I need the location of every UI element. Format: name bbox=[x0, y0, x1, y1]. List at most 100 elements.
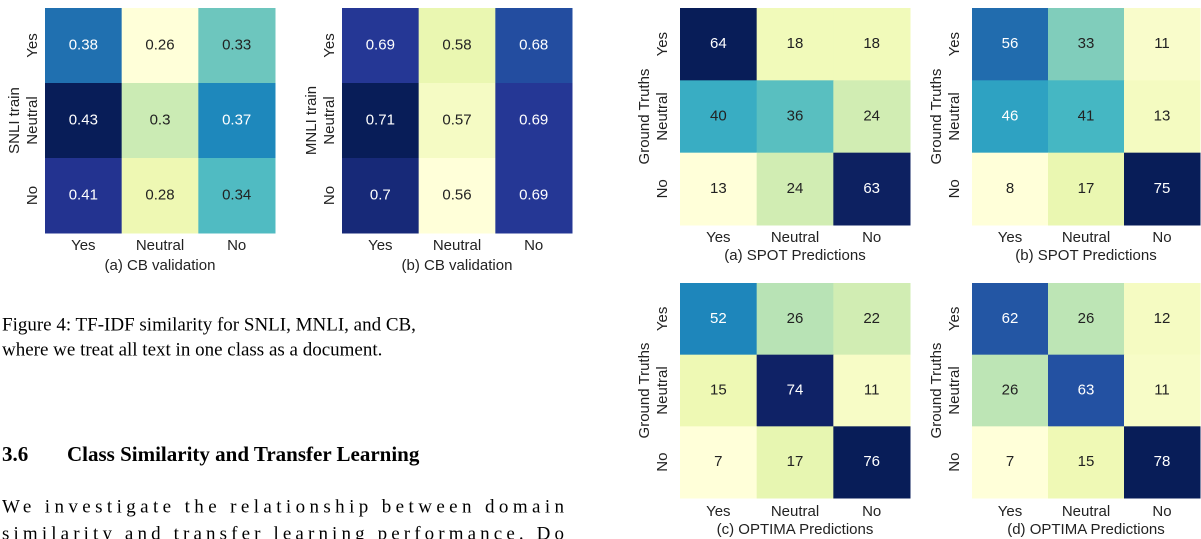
cell-value: 0.38 bbox=[69, 36, 98, 53]
cell-value: 0.28 bbox=[145, 186, 174, 203]
y-axis-label: Ground Truths bbox=[928, 69, 945, 165]
col-tick-label: Neutral bbox=[1062, 503, 1110, 520]
heatmap-cell bbox=[756, 283, 834, 356]
cell-value: 62 bbox=[1002, 310, 1019, 327]
heatmap-cell bbox=[680, 354, 758, 427]
cell-value: 75 bbox=[1154, 180, 1171, 197]
row-tick-label: No bbox=[654, 179, 671, 198]
col-tick-label: No bbox=[1152, 503, 1171, 520]
heatmap-cell bbox=[756, 8, 834, 81]
section-title: Class Similarity and Transfer Learning bbox=[67, 442, 420, 466]
heatmap-cell bbox=[198, 8, 276, 84]
row-tick-label: Neutral bbox=[24, 96, 41, 144]
section-number: 3.6 bbox=[2, 442, 28, 466]
cell-value: 15 bbox=[710, 381, 727, 398]
row-tick-label: Yes bbox=[654, 32, 671, 56]
cell-value: 0.56 bbox=[442, 186, 471, 203]
heatmap-cell bbox=[418, 158, 496, 234]
cell-value: 11 bbox=[1154, 381, 1170, 398]
cell-value: 26 bbox=[787, 310, 804, 327]
heatmap-cell bbox=[833, 8, 911, 81]
heatmap-cell bbox=[680, 283, 758, 356]
subfigure-caption: (a) SPOT Predictions bbox=[724, 247, 865, 264]
subfigure-caption: (b) SPOT Predictions bbox=[1015, 247, 1156, 264]
col-tick-label: Yes bbox=[706, 503, 730, 520]
col-tick-label: Yes bbox=[998, 229, 1022, 246]
heatmap-cell bbox=[1048, 426, 1125, 499]
heatmap-cell bbox=[833, 152, 911, 226]
cell-value: 18 bbox=[787, 35, 804, 52]
figure-caption: Figure 4: TF-IDF similarity for SNLI, MN… bbox=[2, 314, 416, 335]
col-tick-label: Yes bbox=[706, 229, 730, 246]
col-tick-label: Yes bbox=[368, 237, 392, 254]
cell-value: 0.3 bbox=[150, 111, 171, 128]
col-tick-label: Neutral bbox=[136, 237, 184, 254]
heatmap-cell bbox=[756, 354, 834, 427]
cell-value: 17 bbox=[1078, 180, 1095, 197]
heatmap-cell bbox=[1048, 152, 1125, 226]
col-tick-label: No bbox=[1152, 229, 1171, 246]
heatmap-cell bbox=[756, 152, 834, 226]
cell-value: 0.33 bbox=[222, 36, 251, 53]
cell-value: 33 bbox=[1078, 35, 1095, 52]
y-axis-label: Ground Truths bbox=[636, 69, 653, 165]
heatmap-cell bbox=[1048, 283, 1125, 356]
cell-value: 0.69 bbox=[519, 186, 548, 203]
subfigure-caption: (b) CB validation bbox=[402, 257, 513, 274]
cell-value: 11 bbox=[1154, 35, 1170, 52]
heatmap-cell bbox=[680, 152, 758, 226]
cell-value: 12 bbox=[1154, 310, 1171, 327]
cell-value: 56 bbox=[1002, 35, 1019, 52]
heatmap-cell bbox=[1124, 152, 1201, 226]
cell-value: 0.37 bbox=[222, 111, 251, 128]
cell-value: 13 bbox=[710, 180, 727, 197]
heatmap-cell bbox=[1048, 80, 1125, 154]
heatmap-cell bbox=[972, 283, 1049, 356]
heatmap-cell bbox=[756, 426, 834, 499]
col-tick-label: No bbox=[227, 237, 246, 254]
heatmap-cell bbox=[833, 426, 911, 499]
heatmap-cell bbox=[972, 8, 1049, 81]
cell-value: 8 bbox=[1006, 180, 1014, 197]
heatmap-cell bbox=[1124, 80, 1201, 154]
col-tick-label: Yes bbox=[998, 503, 1022, 520]
row-tick-label: No bbox=[946, 453, 963, 472]
row-tick-label: Neutral bbox=[946, 92, 963, 140]
row-tick-label: Neutral bbox=[654, 92, 671, 140]
heatmap-cell bbox=[418, 83, 496, 159]
cell-value: 0.43 bbox=[69, 111, 98, 128]
cell-value: 18 bbox=[863, 35, 880, 52]
row-tick-label: No bbox=[654, 453, 671, 472]
heatmap-cell bbox=[495, 8, 573, 84]
heatmap-cell bbox=[121, 83, 199, 159]
row-tick-label: Neutral bbox=[946, 366, 963, 414]
cell-value: 11 bbox=[864, 381, 880, 398]
heatmap-cell bbox=[45, 83, 123, 159]
row-tick-label: Yes bbox=[654, 307, 671, 331]
heatmap-cell bbox=[1124, 426, 1201, 499]
cell-value: 24 bbox=[787, 180, 804, 197]
cell-value: 0.69 bbox=[366, 36, 395, 53]
heatmap-cell bbox=[972, 354, 1049, 427]
col-tick-label: No bbox=[862, 503, 881, 520]
heatmap-cell bbox=[756, 80, 834, 154]
heatmap-cell bbox=[1048, 8, 1125, 81]
heatmap-cell bbox=[833, 80, 911, 154]
cell-value: 22 bbox=[863, 310, 880, 327]
cell-value: 15 bbox=[1078, 453, 1095, 470]
heatmap-cell bbox=[121, 158, 199, 234]
cell-value: 0.57 bbox=[442, 111, 471, 128]
cell-value: 46 bbox=[1002, 107, 1019, 124]
heatmap-cell bbox=[198, 158, 276, 234]
heatmap-cell bbox=[972, 426, 1049, 499]
col-tick-label: Yes bbox=[71, 237, 95, 254]
cell-value: 0.68 bbox=[519, 36, 548, 53]
cell-value: 63 bbox=[863, 180, 880, 197]
cell-value: 13 bbox=[1154, 107, 1171, 124]
row-tick-label: Yes bbox=[24, 33, 41, 57]
heatmap-cell bbox=[45, 158, 123, 234]
cell-value: 7 bbox=[714, 453, 722, 470]
paragraph-line: similarity and transfer learning perform… bbox=[2, 523, 564, 539]
row-tick-label: Neutral bbox=[321, 96, 338, 144]
